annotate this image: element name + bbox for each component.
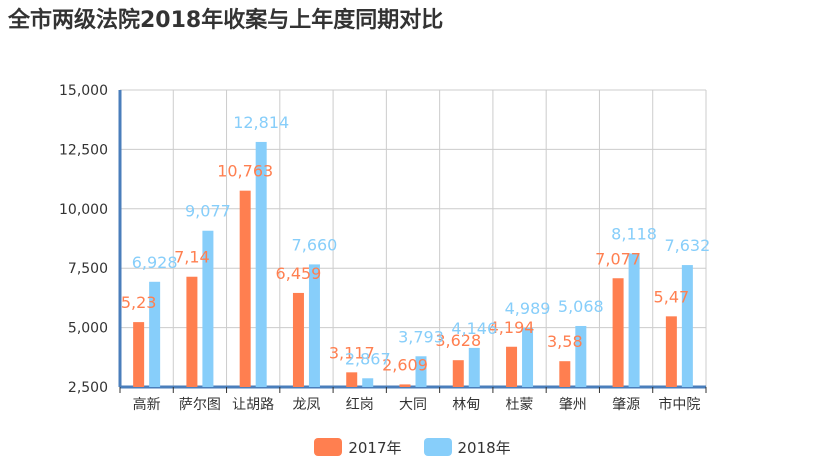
x-tick-label: 让胡路 bbox=[232, 397, 274, 413]
axes: 2,500 5,000 7,500 10,000 12,500 15,000 高新 萨尔图 让胡… bbox=[59, 83, 707, 413]
chart-title: 全市两级法院2018年收案与上年度同期对比 bbox=[8, 8, 444, 33]
y-tick-label: 10,000 bbox=[59, 202, 108, 218]
data-label-2017: 3,628 bbox=[435, 331, 481, 350]
bar-2017 bbox=[346, 372, 358, 387]
data-label-2018: 7,632 bbox=[664, 236, 710, 255]
legend-label-2017: 2017年 bbox=[348, 438, 402, 457]
bar-2018 bbox=[522, 327, 534, 387]
data-label-2017: 7,077 bbox=[595, 249, 641, 268]
y-tick-label: 5,000 bbox=[68, 321, 108, 337]
grid-lines bbox=[120, 89, 707, 388]
bar-2018 bbox=[628, 253, 640, 387]
data-label-2018: 8,118 bbox=[611, 225, 657, 244]
x-tick-label: 林甸 bbox=[452, 397, 480, 413]
x-tick-label: 萨尔图 bbox=[179, 397, 221, 413]
x-tick-label: 红岗 bbox=[346, 397, 374, 413]
legend-swatch-2017 bbox=[314, 438, 343, 456]
chart-legend: 2017年 2018年 bbox=[0, 433, 825, 461]
bar-2017 bbox=[239, 190, 251, 387]
data-label-2017: 3,117 bbox=[329, 343, 375, 362]
data-label-2017: 6,459 bbox=[276, 264, 322, 283]
legend-item-2017[interactable]: 2017年 bbox=[314, 437, 402, 458]
bar-2018 bbox=[681, 265, 693, 387]
data-label-2017: 10,763 bbox=[217, 162, 273, 181]
bars bbox=[133, 141, 693, 387]
y-tick-label: 12,500 bbox=[59, 142, 108, 158]
y-tick-label: 7,500 bbox=[68, 261, 108, 277]
y-tick-label: 15,000 bbox=[59, 83, 108, 99]
data-label-2018: 4,989 bbox=[505, 299, 551, 318]
data-label-2017: 7,14 bbox=[174, 248, 210, 267]
data-label-2017: 2,609 bbox=[382, 355, 428, 374]
bar-2017 bbox=[506, 346, 518, 387]
legend-label-2018: 2018年 bbox=[457, 438, 511, 457]
bar-2017 bbox=[399, 384, 411, 387]
data-label-2018: 9,077 bbox=[185, 202, 231, 221]
bar-2017 bbox=[452, 360, 464, 387]
x-tick-label: 肇州 bbox=[559, 397, 587, 413]
x-tick-label: 杜蒙 bbox=[506, 397, 534, 413]
x-tick-label: 大同 bbox=[399, 397, 427, 413]
bar-2018 bbox=[575, 325, 587, 387]
bar-2017 bbox=[665, 316, 677, 387]
x-tick-label: 龙凤 bbox=[292, 397, 320, 413]
data-label-2018: 5,068 bbox=[558, 297, 604, 316]
bar-2018 bbox=[468, 347, 480, 387]
y-tick-label: 2,500 bbox=[68, 380, 108, 396]
x-tick-label: 高新 bbox=[133, 396, 161, 413]
bar-2017 bbox=[612, 278, 624, 387]
data-label-2018: 4,146 bbox=[451, 319, 497, 338]
data-label-2017: 5,23 bbox=[121, 293, 157, 312]
bar-2018 bbox=[362, 378, 374, 387]
bar-2017 bbox=[559, 361, 571, 387]
bar-2017 bbox=[133, 322, 145, 387]
bar-2018 bbox=[308, 264, 320, 387]
data-label-2017: 5,47 bbox=[654, 287, 690, 306]
bar-2018 bbox=[415, 356, 427, 387]
legend-item-2018[interactable]: 2018年 bbox=[423, 437, 511, 458]
data-label-2017: 4,194 bbox=[489, 318, 535, 337]
x-tick-label: 肇源 bbox=[612, 397, 640, 413]
bar-2017 bbox=[292, 292, 304, 387]
data-label-2018: 2,867 bbox=[345, 349, 391, 368]
x-tick-label: 市中院 bbox=[658, 396, 700, 413]
bar-2018 bbox=[202, 230, 214, 387]
bar-2018 bbox=[255, 141, 267, 387]
data-label-2018: 7,660 bbox=[292, 235, 338, 254]
bar-2017 bbox=[186, 276, 198, 387]
data-label-2018: 12,814 bbox=[233, 113, 289, 132]
data-label-2018: 6,928 bbox=[132, 253, 178, 272]
data-labels: 5,23 7,14 10,763 6,459 3,117 2,609 3,628 4,194 3… bbox=[121, 113, 710, 374]
data-label-2018: 3,793 bbox=[398, 327, 444, 346]
data-label-2017: 3,58 bbox=[547, 332, 583, 351]
legend-swatch-2018 bbox=[423, 438, 452, 456]
bar-2018 bbox=[149, 281, 161, 387]
